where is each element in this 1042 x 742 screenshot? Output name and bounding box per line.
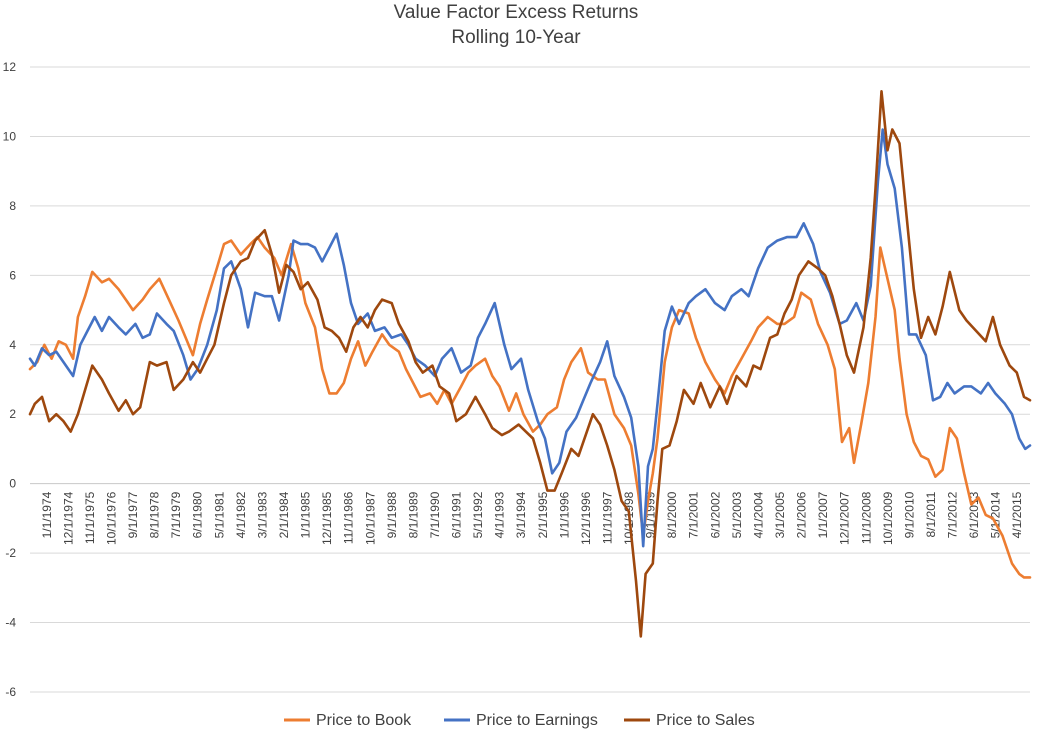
x-tick-label: 7/1/2012 <box>946 491 960 538</box>
x-tick-label: 12/1/1996 <box>579 491 593 545</box>
x-tick-label: 11/1/1975 <box>83 491 97 544</box>
x-tick-label: 2/1/2006 <box>795 491 809 538</box>
x-tick-label: 12/1/1985 <box>320 491 334 545</box>
series-lines <box>28 90 1032 638</box>
series-line-price-to-earnings <box>28 128 1032 548</box>
x-tick-label: 5/1/1981 <box>212 491 226 538</box>
legend: Price to Book Price to Earnings Price to S… <box>284 712 755 729</box>
x-tick-label: 12/1/1974 <box>61 491 75 545</box>
x-tick-label: 2/1/1984 <box>277 491 291 538</box>
legend-label-price-to-sales: Price to Sales <box>656 712 755 729</box>
x-tick-label: 8/1/2000 <box>665 491 679 538</box>
x-axis-tick-labels: 1/1/1974 12/1/1974 11/1/1975 10/1/1976 9/1/1… <box>40 491 1024 545</box>
x-tick-label: 12/1/2007 <box>838 491 852 545</box>
y-tick-label: 12 <box>3 60 17 74</box>
y-tick-label: -2 <box>5 546 16 560</box>
x-tick-label: 9/1/1988 <box>385 491 399 538</box>
x-tick-label: 1/1/1996 <box>557 491 571 538</box>
y-tick-label: 8 <box>9 199 16 213</box>
x-tick-label: 11/1/2008 <box>859 491 873 544</box>
x-tick-label: 3/1/1994 <box>514 491 528 538</box>
x-tick-label: 6/1/1980 <box>191 491 205 538</box>
x-tick-label: 4/1/2015 <box>1010 491 1024 538</box>
x-tick-label: 3/1/2005 <box>773 491 787 538</box>
x-tick-label: 5/1/1992 <box>471 491 485 538</box>
x-tick-label: 6/1/2002 <box>708 491 722 538</box>
x-tick-label: 7/1/1990 <box>428 491 442 538</box>
x-tick-label: 7/1/1979 <box>169 491 183 538</box>
y-tick-label: 2 <box>9 407 16 421</box>
x-tick-label: 8/1/2011 <box>924 491 938 537</box>
x-tick-label: 1/1/1985 <box>299 491 313 538</box>
x-tick-label: 8/1/1989 <box>406 491 420 538</box>
x-tick-label: 9/1/1977 <box>126 491 140 538</box>
series-line-price-to-sales <box>28 90 1032 638</box>
x-tick-label: 9/1/2010 <box>902 491 916 538</box>
x-tick-label: 10/1/1976 <box>104 491 118 545</box>
x-tick-label: 8/1/1978 <box>148 491 162 538</box>
x-tick-label: 6/1/1991 <box>450 491 464 538</box>
chart-title: Value Factor Excess Returns <box>394 2 639 23</box>
y-tick-label: 0 <box>9 477 16 491</box>
x-tick-label: 4/1/1993 <box>493 491 507 538</box>
x-tick-label: 5/1/2003 <box>730 491 744 538</box>
x-tick-label: 2/1/1995 <box>536 491 550 538</box>
x-tick-label: 4/1/1982 <box>234 491 248 538</box>
x-tick-label: 10/1/1987 <box>363 491 377 545</box>
legend-label-price-to-earnings: Price to Earnings <box>476 712 598 729</box>
y-tick-label: 6 <box>9 268 16 282</box>
x-tick-label: 1/1/1974 <box>40 491 54 538</box>
y-tick-label: 4 <box>9 338 16 352</box>
chart-subtitle: Rolling 10-Year <box>451 27 581 48</box>
gridlines <box>30 66 1030 693</box>
y-tick-label: 10 <box>3 129 17 143</box>
x-tick-label: 1/1/2007 <box>816 491 830 538</box>
x-tick-label: 3/1/1983 <box>255 491 269 538</box>
x-tick-label: 11/1/1986 <box>342 491 356 544</box>
y-tick-label: -6 <box>5 685 16 699</box>
y-tick-label: -4 <box>5 616 16 630</box>
x-tick-label: 10/1/2009 <box>881 491 895 545</box>
x-tick-label: 5/1/2014 <box>989 491 1003 538</box>
x-tick-label: 11/1/1997 <box>600 491 614 544</box>
x-tick-label: 4/1/2004 <box>751 491 765 538</box>
x-tick-label: 7/1/2001 <box>687 491 701 538</box>
legend-label-price-to-book: Price to Book <box>316 712 412 729</box>
y-axis-tick-labels: -6 -4 -2 0 2 4 6 8 10 12 <box>3 60 17 699</box>
